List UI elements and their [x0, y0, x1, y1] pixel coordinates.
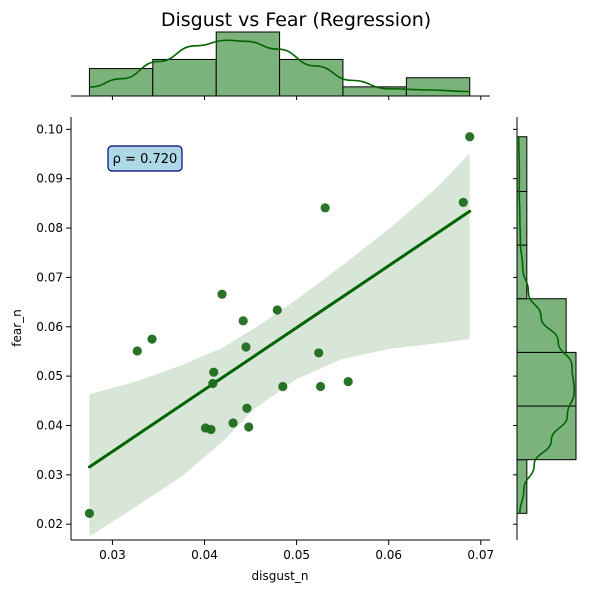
annotation-box [107, 145, 183, 172]
scatter-point-1 [84, 508, 95, 518]
y-tick-label-2: 0.03 [36, 468, 63, 482]
main-axes: 0.03 0.04 0.05 0.06 0.07 0.02 0.03 0.04 0.05 0.06… [36, 117, 494, 562]
scatter-point-7 [209, 367, 219, 377]
y-tick-label-1: 0.02 [36, 517, 63, 531]
top-marginal-histogram [71, 31, 490, 100]
y-tick-label-6: 0.07 [36, 270, 63, 284]
chart-title: Disgust vs Fear (Regression) [161, 9, 431, 31]
correlation-annotation: ρ = 0.720 [107, 145, 183, 172]
right-hist-bar-1 [516, 459, 528, 514]
x-tick-label-1: 0.03 [99, 548, 126, 562]
top-hist-bar-2 [152, 58, 217, 97]
top-hist-bar-1 [88, 68, 154, 97]
scatter-point-19 [343, 376, 353, 387]
right-hist-bar-3 [516, 351, 577, 407]
scatter-point-21 [465, 132, 475, 142]
y-tick-label-8: 0.09 [36, 172, 63, 186]
scatter-point-10 [238, 316, 248, 326]
regression-line-layer [87, 209, 472, 469]
top-kde-curve [89, 39, 470, 93]
x-tick-label-2: 0.04 [191, 548, 218, 562]
scatter-point-12 [242, 403, 252, 413]
confidence-band [89, 153, 470, 537]
right-marginal-histogram [513, 117, 577, 540]
confidence-band-layer [89, 153, 470, 537]
y-tick-label-3: 0.04 [36, 418, 63, 432]
scatter-point-6 [208, 378, 218, 389]
scatter-point-20 [458, 197, 468, 207]
y-tick-label-9: 0.10 [36, 122, 63, 136]
scatter-point-8 [217, 289, 227, 299]
right-hist-bar-6 [516, 190, 528, 246]
x-axis-label: disgust_n [252, 569, 309, 583]
y-tick-label-5: 0.06 [36, 320, 63, 334]
top-hist-bar-6 [405, 77, 471, 97]
scatter-point-15 [278, 381, 288, 392]
scatter-point-2 [132, 346, 142, 356]
regression-line [87, 209, 472, 469]
scatter-point-18 [320, 203, 330, 213]
top-hist-bar-3 [215, 31, 281, 97]
y-tick-label-4: 0.05 [36, 369, 63, 383]
right-kde-curve [517, 136, 576, 514]
x-tick-label-4: 0.06 [375, 548, 402, 562]
x-tick-label-3: 0.05 [283, 548, 310, 562]
annotation-text: ρ = 0.720 [113, 152, 178, 167]
scatter-point-17 [315, 381, 326, 392]
scatter-point-11 [241, 342, 251, 352]
y-axis-label: fear_n [10, 309, 24, 347]
scatter-points-layer [84, 132, 475, 518]
scatter-point-5 [206, 424, 216, 435]
main-scatter-plot: 0.03 0.04 0.05 0.06 0.07 0.02 0.03 0.04 0.05 0.06… [36, 117, 494, 562]
scatter-point-13 [244, 422, 254, 432]
scatter-point-14 [272, 305, 282, 315]
scatter-point-3 [147, 334, 157, 344]
scatter-point-16 [314, 348, 324, 358]
y-tick-label-7: 0.08 [36, 221, 63, 235]
x-tick-label-5: 0.07 [467, 548, 494, 562]
scatter-point-9 [228, 418, 238, 428]
